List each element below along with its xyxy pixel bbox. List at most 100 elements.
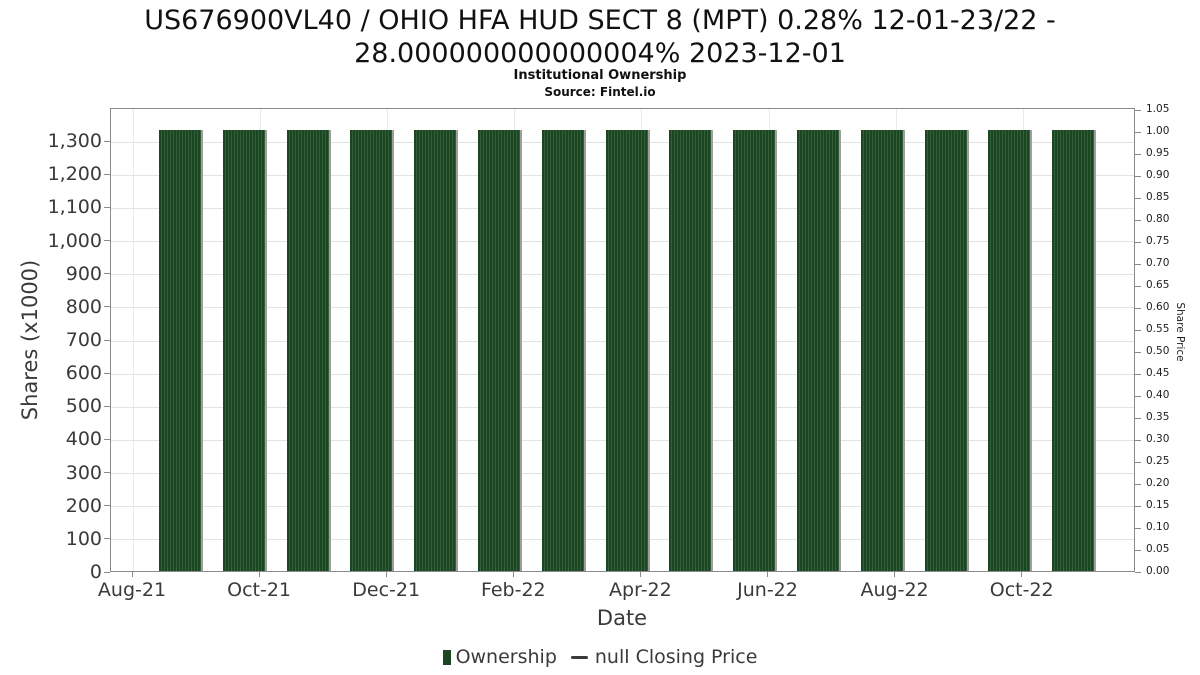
right-axis-tickmark bbox=[1135, 175, 1141, 177]
ownership-bar bbox=[733, 130, 778, 571]
left-axis-tickmark bbox=[104, 306, 110, 308]
ownership-bar bbox=[414, 130, 459, 571]
right-axis-tick-label: 0.60 bbox=[1146, 301, 1170, 313]
left-axis-tickmark bbox=[104, 505, 110, 507]
left-axis-tick-label: 100 bbox=[65, 527, 102, 550]
left-axis-tick-label: 700 bbox=[65, 329, 102, 351]
left-axis-tick-label: 1,000 bbox=[47, 229, 102, 252]
right-axis-tickmark bbox=[1135, 131, 1141, 133]
right-axis-tick-label: 0.25 bbox=[1146, 455, 1170, 467]
ownership-bar bbox=[924, 130, 969, 571]
right-axis-tickmark bbox=[1135, 153, 1141, 155]
left-axis-tickmark bbox=[104, 538, 110, 540]
right-axis-tickmark bbox=[1135, 109, 1141, 111]
x-axis-tick-label: Oct-22 bbox=[989, 579, 1054, 601]
ownership-bar bbox=[286, 130, 331, 571]
left-axis-tickmark bbox=[104, 438, 110, 440]
right-axis-tick-label: 0.75 bbox=[1146, 235, 1170, 247]
left-axis-tickmark bbox=[104, 173, 110, 175]
left-axis-tick-label: 800 bbox=[65, 295, 102, 318]
left-axis-tickmark bbox=[104, 571, 110, 573]
x-axis-tick-label: Apr-22 bbox=[609, 579, 672, 601]
right-axis-tick-label: 0.05 bbox=[1146, 543, 1170, 555]
ownership-bar bbox=[478, 130, 522, 571]
x-axis-title: Date bbox=[596, 606, 648, 630]
right-axis-tickmark bbox=[1135, 395, 1141, 397]
ownership-bar bbox=[159, 130, 203, 571]
right-axis-tickmark bbox=[1135, 549, 1141, 551]
right-axis-tick-label: 0.45 bbox=[1146, 367, 1170, 379]
left-axis-tickmark bbox=[104, 273, 110, 275]
x-axis-tickmark bbox=[639, 572, 641, 577]
right-axis-tickmark bbox=[1135, 197, 1141, 199]
chart-title-line-2: 28.000000000000004% 2023-12-01 bbox=[354, 38, 846, 69]
ownership-bar bbox=[988, 130, 1033, 571]
x-axis-tickmark bbox=[1021, 572, 1023, 577]
left-axis-tick-label: 200 bbox=[65, 494, 102, 517]
x-axis-tick-label: Aug-22 bbox=[860, 579, 929, 601]
x-axis-tick-label: Dec-21 bbox=[352, 579, 421, 601]
left-axis-tick-label: 1,100 bbox=[47, 196, 102, 219]
right-axis-tickmark bbox=[1135, 527, 1141, 529]
left-axis-tick-label: 600 bbox=[65, 362, 102, 385]
ownership-bar bbox=[860, 130, 905, 571]
chart-title: US676900VL40 / OHIO HFA HUD SECT 8 (MPT)… bbox=[0, 4, 1200, 70]
right-axis-tick-label: 0.55 bbox=[1146, 323, 1170, 335]
plot-area bbox=[110, 108, 1135, 572]
x-axis-tickmark bbox=[385, 572, 387, 577]
right-axis-tick-label: 0.20 bbox=[1146, 477, 1170, 489]
right-axis-tickmark bbox=[1135, 373, 1141, 375]
right-axis-tickmark bbox=[1135, 351, 1141, 353]
right-axis-tick-label: 0.40 bbox=[1146, 389, 1170, 401]
chart-title-line-1: US676900VL40 / OHIO HFA HUD SECT 8 (MPT)… bbox=[144, 5, 1056, 36]
right-axis-tickmark bbox=[1135, 461, 1141, 463]
right-axis-tickmark bbox=[1135, 329, 1141, 331]
right-axis-tickmark bbox=[1135, 285, 1141, 287]
vertical-gridline bbox=[133, 109, 134, 571]
x-axis-tickmark bbox=[894, 572, 896, 577]
chart-subtitle: Institutional Ownership bbox=[513, 68, 687, 83]
ownership-bar bbox=[669, 130, 714, 571]
x-axis-tick-label: Jun-22 bbox=[737, 579, 798, 601]
left-axis-tickmark bbox=[104, 339, 110, 341]
ownership-bar bbox=[541, 130, 586, 571]
closing-price-line-legend-icon bbox=[570, 655, 588, 659]
x-axis-tick-label: Feb-22 bbox=[480, 579, 546, 601]
right-axis-tickmark bbox=[1135, 241, 1141, 243]
right-axis-tick-label: 0.00 bbox=[1146, 565, 1170, 577]
right-axis-tick-label: 0.95 bbox=[1146, 147, 1170, 159]
right-axis-tickmark bbox=[1135, 263, 1141, 265]
x-axis-tickmark bbox=[767, 572, 768, 577]
x-axis-tick-label: Oct-21 bbox=[227, 579, 292, 601]
right-axis-tick-label: 0.50 bbox=[1146, 345, 1170, 357]
left-axis-tick-label: 1,300 bbox=[47, 130, 102, 153]
right-axis-tick-label: 0.90 bbox=[1146, 169, 1170, 181]
left-axis-tick-label: 500 bbox=[65, 395, 102, 418]
left-axis-tickmark bbox=[104, 372, 110, 374]
left-axis-tickmark bbox=[104, 472, 110, 474]
x-axis-tickmark bbox=[258, 572, 260, 577]
left-axis-tick-label: 400 bbox=[65, 428, 102, 451]
ownership-bar-legend-icon bbox=[442, 649, 451, 665]
right-axis-tick-label: 1.00 bbox=[1146, 125, 1170, 137]
right-axis-tickmark bbox=[1135, 417, 1141, 419]
right-axis-tickmark bbox=[1135, 219, 1141, 221]
ownership-bar bbox=[605, 130, 650, 571]
right-axis-tickmark bbox=[1135, 439, 1141, 441]
ownership-bar bbox=[350, 130, 395, 571]
chart-source: Source: Fintel.io bbox=[544, 85, 656, 99]
right-axis-tick-label: 1.05 bbox=[1146, 103, 1170, 115]
legend-label-ownership: Ownership bbox=[455, 646, 557, 668]
right-axis-tickmark bbox=[1135, 307, 1141, 309]
right-axis-tickmark bbox=[1135, 505, 1141, 507]
x-axis-tickmark bbox=[512, 572, 514, 577]
left-axis-tick-label: 1,200 bbox=[47, 163, 102, 186]
right-axis-tick-label: 0.80 bbox=[1146, 213, 1170, 225]
right-axis-tick-label: 0.35 bbox=[1146, 411, 1170, 423]
x-axis-tick-label: Aug-21 bbox=[97, 579, 167, 601]
right-axis-tickmark bbox=[1135, 483, 1141, 485]
ownership-bar bbox=[797, 130, 841, 571]
right-axis-tick-label: 0.85 bbox=[1146, 191, 1170, 203]
left-axis-tick-label: 300 bbox=[65, 461, 102, 484]
